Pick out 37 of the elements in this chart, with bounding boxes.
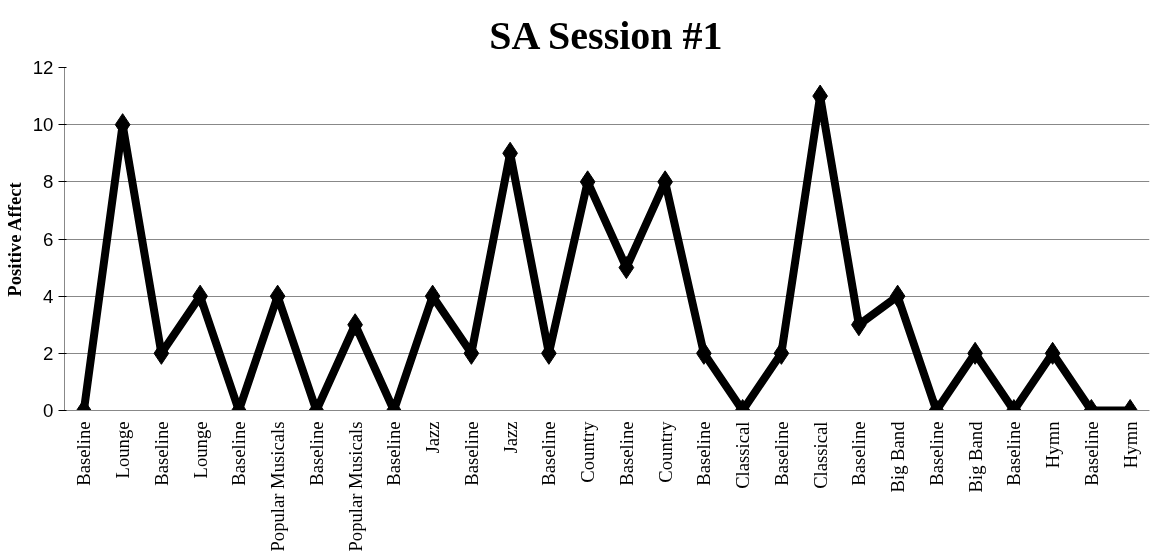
x-tick-label: Baseline xyxy=(615,421,637,486)
y-tick-label: 10 xyxy=(32,114,54,136)
x-tick-label: Baseline xyxy=(1003,421,1025,486)
x-tick-label: Baseline xyxy=(693,421,715,486)
x-tick-label: Baseline xyxy=(848,421,870,486)
x-tick-label: Classical xyxy=(809,421,831,489)
x-tick-label: Hymn xyxy=(1119,420,1141,469)
x-tick-label: Baseline xyxy=(305,421,327,486)
x-tick-label: Country xyxy=(654,420,676,483)
x-tick-label: Baseline xyxy=(228,421,250,486)
x-tick-label: Baseline xyxy=(538,421,560,486)
y-tick-label: 2 xyxy=(43,342,54,364)
y-axis-title: Positive Affect xyxy=(3,181,25,297)
x-tick-label: Lounge xyxy=(112,421,134,479)
chart-title: SA Session #1 xyxy=(489,12,723,58)
x-tick-label: Baseline xyxy=(770,421,792,486)
y-tick-label: 6 xyxy=(43,228,54,250)
x-tick-label: Baseline xyxy=(383,421,405,486)
x-tick-label: Country xyxy=(577,420,599,483)
y-tick-label: 12 xyxy=(32,57,54,78)
x-tick-label: Baseline xyxy=(460,421,482,486)
x-tick-label: Popular Musicals xyxy=(344,421,366,552)
x-tick-label: Popular Musicals xyxy=(267,421,289,552)
x-tick-label: Lounge xyxy=(189,421,211,479)
x-tick-label: Baseline xyxy=(73,421,95,486)
x-tick-label: Classical xyxy=(732,421,754,489)
x-tick-label: Big Band xyxy=(887,420,909,493)
x-tick-label: Jazz xyxy=(422,421,444,454)
x-tick-label: Hymn xyxy=(1042,420,1064,469)
x-tick-label: Baseline xyxy=(150,421,172,486)
x-tick-label: Baseline xyxy=(925,421,947,486)
y-tick-label: 8 xyxy=(43,171,54,193)
x-tick-label: Jazz xyxy=(499,421,521,454)
y-tick-label: 4 xyxy=(43,285,54,307)
x-tick-label: Baseline xyxy=(1080,421,1102,486)
y-tick-label: 0 xyxy=(43,400,54,421)
x-tick-label: Big Band xyxy=(964,420,986,493)
